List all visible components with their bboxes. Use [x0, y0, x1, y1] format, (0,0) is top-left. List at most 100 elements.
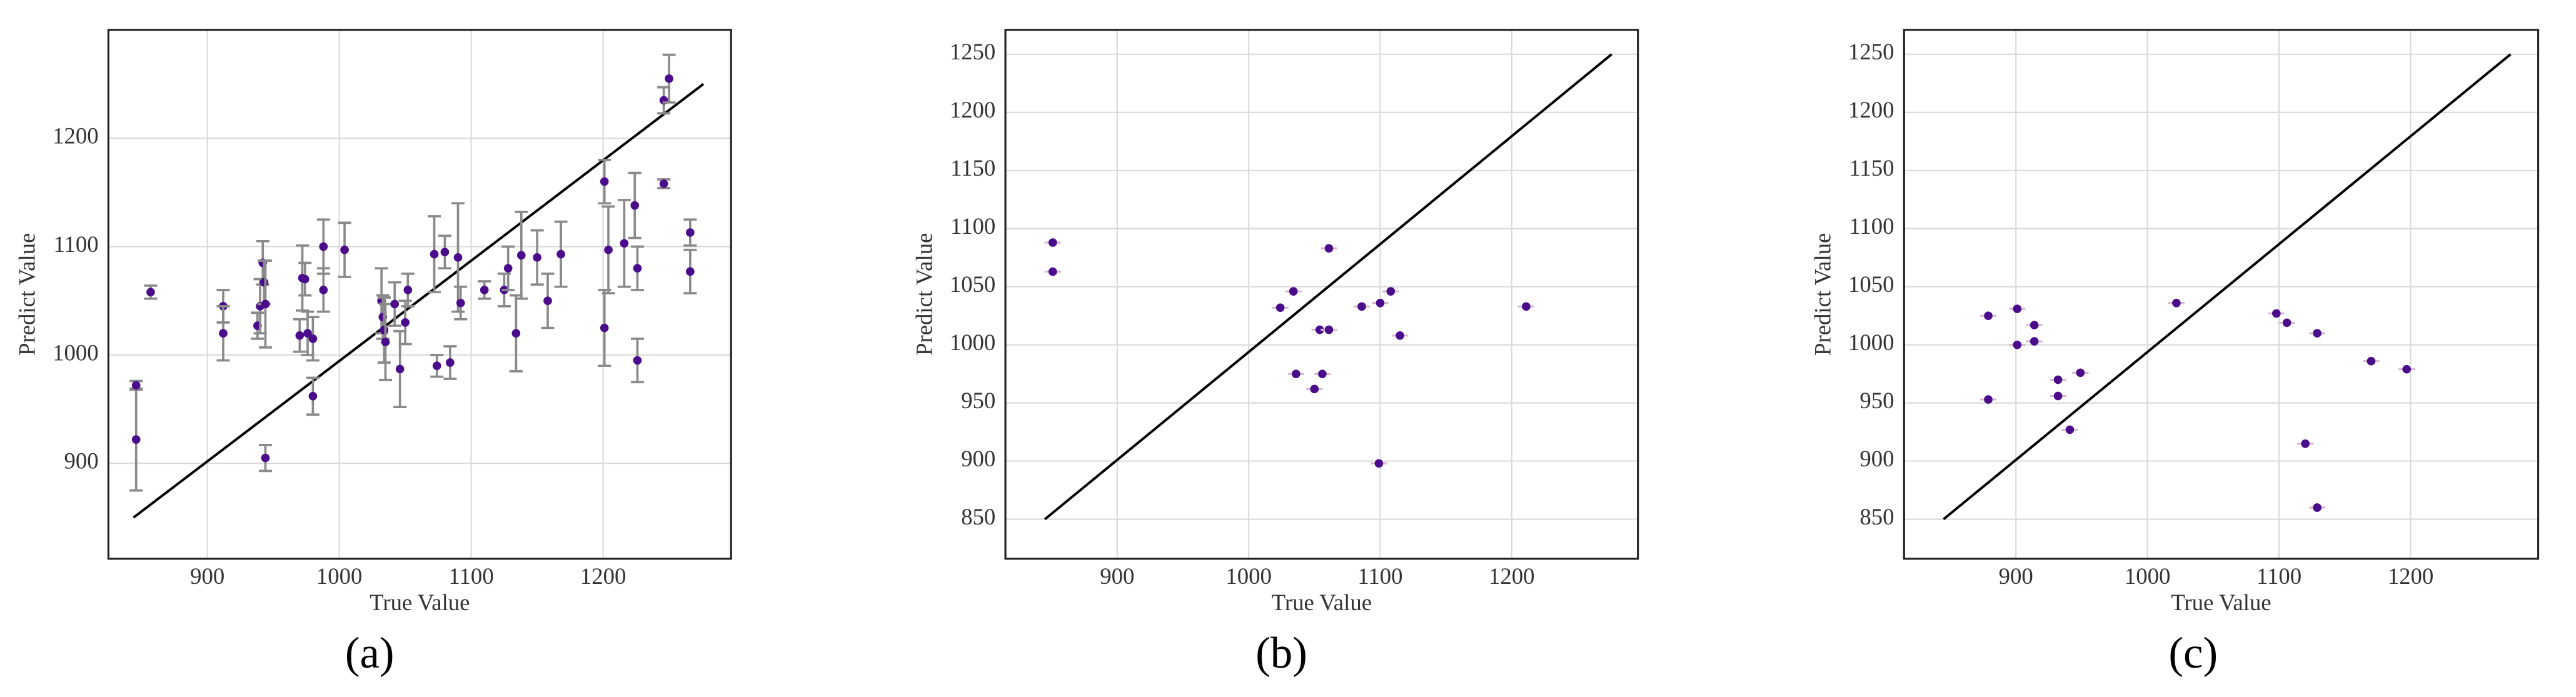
y-tick-label: 1100: [1849, 213, 1894, 239]
point: [2030, 337, 2039, 346]
point: [2053, 391, 2063, 401]
reference-line: [1044, 53, 1613, 521]
point: [380, 326, 389, 334]
point: [665, 74, 673, 83]
x-tick-label: 1200: [2388, 563, 2434, 589]
x-tick-label: 1100: [1357, 563, 1402, 589]
y-tick-label: 1050: [950, 271, 996, 297]
point: [390, 299, 400, 309]
point: [633, 264, 642, 273]
point: [1357, 302, 1366, 311]
point: [1048, 238, 1057, 247]
point: [430, 249, 439, 259]
x-tick-label: 1100: [449, 563, 494, 589]
x-tick-label: 900: [1999, 563, 2033, 589]
panel-caption: (a): [345, 629, 395, 678]
point: [1292, 369, 1301, 378]
point: [2313, 329, 2322, 338]
point: [503, 264, 513, 273]
plot-frame: [1004, 29, 1639, 560]
point: [300, 274, 309, 284]
point: [480, 286, 489, 294]
point: [686, 228, 695, 237]
y-tick-label: 900: [1859, 446, 1894, 471]
point: [2301, 439, 2310, 448]
y-tick-label: 1150: [950, 155, 995, 181]
point: [1324, 325, 1334, 334]
point: [2013, 304, 2022, 313]
point: [1984, 311, 1993, 321]
x-tick-label: 900: [190, 563, 224, 589]
y-tick-label: 1100: [950, 213, 995, 239]
y-tick-label: 1050: [1848, 271, 1894, 297]
y-tick-label: 1100: [53, 231, 98, 257]
point: [511, 329, 521, 338]
point: [1275, 303, 1285, 313]
point: [319, 242, 328, 251]
y-axis-label: Predict Value: [911, 233, 937, 356]
point: [303, 329, 312, 338]
point: [620, 239, 629, 248]
x-tick-label: 1000: [316, 563, 363, 589]
x-tick-label: 1200: [580, 563, 626, 589]
x-axis-label: True Value: [370, 589, 470, 615]
y-tick-label: 1000: [1848, 329, 1894, 355]
point: [2030, 321, 2039, 329]
point: [403, 286, 413, 294]
point: [219, 329, 228, 338]
x-tick-label: 1000: [2125, 563, 2171, 589]
plot-area: [108, 29, 732, 559]
point: [516, 251, 526, 260]
point: [432, 361, 441, 371]
point: [456, 298, 465, 308]
y-tick-label: 850: [961, 504, 995, 529]
point: [1984, 395, 1993, 404]
x-tick-label: 900: [1100, 563, 1134, 589]
point: [543, 296, 552, 306]
y-tick-label: 1000: [53, 339, 99, 365]
plot-frame: [1903, 29, 2540, 560]
point: [2065, 425, 2075, 434]
reference-line: [133, 83, 705, 519]
y-tick-label: 1150: [1849, 155, 1894, 181]
point: [131, 381, 141, 390]
point: [319, 286, 328, 294]
point: [2172, 298, 2181, 308]
point: [308, 334, 318, 343]
point: [2367, 356, 2376, 366]
point: [440, 248, 450, 257]
y-tick-label: 1250: [1848, 39, 1894, 64]
y-axis-label: Predict Value: [14, 233, 40, 356]
x-axis-label: True Value: [2171, 589, 2271, 615]
point: [2313, 503, 2322, 512]
point: [453, 253, 463, 262]
point: [261, 453, 270, 463]
x-tick-label: 1100: [2257, 563, 2302, 589]
point: [2013, 340, 2022, 349]
point: [2402, 364, 2411, 374]
y-tick-label: 950: [1859, 388, 1894, 413]
y-tick-label: 1250: [950, 39, 996, 64]
y-tick-label: 1200: [1848, 97, 1894, 123]
reference-line: [1943, 53, 2512, 521]
point: [659, 179, 668, 188]
point: [261, 299, 270, 309]
point: [1396, 331, 1404, 340]
point: [686, 267, 695, 276]
point: [1310, 384, 1319, 394]
point: [1048, 267, 1057, 276]
point: [2282, 318, 2292, 328]
point: [1374, 459, 1384, 468]
y-tick-label: 1200: [53, 123, 99, 149]
point: [600, 323, 609, 333]
point: [146, 288, 155, 297]
y-tick-label: 1000: [950, 329, 996, 355]
point: [295, 331, 304, 340]
point: [2076, 368, 2085, 378]
point: [2272, 309, 2281, 318]
point: [604, 245, 613, 254]
point: [446, 358, 455, 367]
point: [556, 249, 565, 259]
point: [340, 245, 349, 254]
